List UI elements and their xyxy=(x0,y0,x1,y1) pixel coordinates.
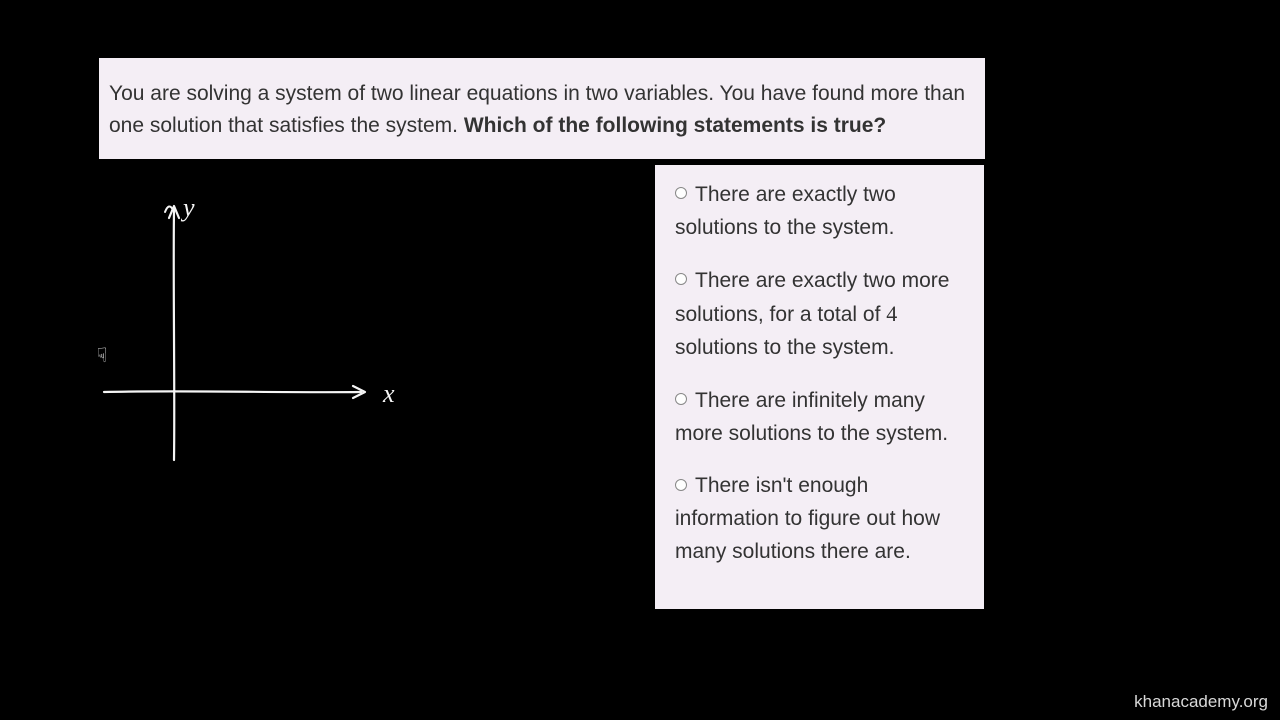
radio-icon[interactable] xyxy=(675,479,687,491)
answer-option-2[interactable]: There are exactly two more solutions, fo… xyxy=(665,265,974,365)
answers-box: There are exactly two solutions to the s… xyxy=(655,165,984,609)
answer-option-4[interactable]: There isn't enough information to figure… xyxy=(665,470,974,568)
svg-text:y: y xyxy=(180,193,195,222)
radio-icon[interactable] xyxy=(675,393,687,405)
question-box: You are solving a system of two linear e… xyxy=(99,58,985,159)
question-bold: Which of the following statements is tru… xyxy=(464,114,886,137)
answer-text: There isn't enough information to figure… xyxy=(675,474,940,563)
radio-icon[interactable] xyxy=(675,187,687,199)
answer-text-post: solutions to the system. xyxy=(675,336,894,359)
cursor-icon: ☟ xyxy=(97,343,107,368)
answer-option-3[interactable]: There are infinitely many more solutions… xyxy=(665,385,974,451)
answer-option-1[interactable]: There are exactly two solutions to the s… xyxy=(665,179,974,245)
svg-text:x: x xyxy=(382,379,395,408)
answer-text-pre: There are exactly two more solutions, fo… xyxy=(675,269,949,327)
answer-text: There are infinitely many more solutions… xyxy=(675,389,948,445)
coordinate-graph: yx xyxy=(99,180,419,470)
answer-math: 4 xyxy=(886,301,897,326)
answer-text: There are exactly two solutions to the s… xyxy=(675,183,896,239)
radio-icon[interactable] xyxy=(675,273,687,285)
watermark: khanacademy.org xyxy=(1134,692,1268,712)
